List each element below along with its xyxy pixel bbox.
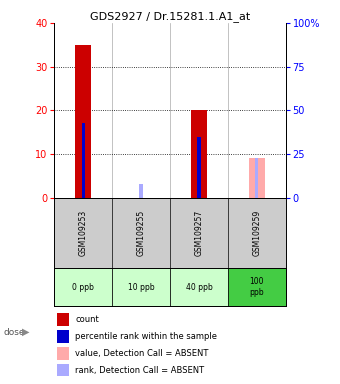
Text: value, Detection Call = ABSENT: value, Detection Call = ABSENT [75, 349, 208, 358]
FancyBboxPatch shape [54, 268, 112, 306]
Text: GSM109255: GSM109255 [137, 210, 146, 256]
Bar [255, 157, 258, 198]
Bar [139, 184, 143, 198]
FancyBboxPatch shape [170, 268, 228, 306]
Text: ▶: ▶ [22, 327, 30, 337]
Text: percentile rank within the sample: percentile rank within the sample [75, 332, 217, 341]
Text: 10 ppb: 10 ppb [128, 283, 154, 291]
Bar [197, 137, 201, 198]
Text: GSM109257: GSM109257 [194, 210, 203, 256]
Bar [57, 313, 69, 326]
Bar [57, 330, 69, 343]
FancyBboxPatch shape [228, 268, 286, 306]
Text: GSM109253: GSM109253 [79, 210, 88, 256]
Bar [249, 159, 265, 198]
Title: GDS2927 / Dr.15281.1.A1_at: GDS2927 / Dr.15281.1.A1_at [90, 11, 250, 22]
Text: GSM109259: GSM109259 [252, 210, 261, 256]
Text: rank, Detection Call = ABSENT: rank, Detection Call = ABSENT [75, 366, 204, 374]
Bar [82, 124, 85, 198]
Text: dose: dose [3, 328, 25, 337]
FancyBboxPatch shape [112, 268, 170, 306]
Text: count: count [75, 314, 99, 323]
Bar [57, 364, 69, 377]
Text: 40 ppb: 40 ppb [186, 283, 212, 291]
Bar [75, 45, 91, 198]
Text: 0 ppb: 0 ppb [72, 283, 94, 291]
Text: 100
ppb: 100 ppb [249, 277, 264, 297]
Bar [57, 347, 69, 360]
Bar [191, 110, 207, 198]
